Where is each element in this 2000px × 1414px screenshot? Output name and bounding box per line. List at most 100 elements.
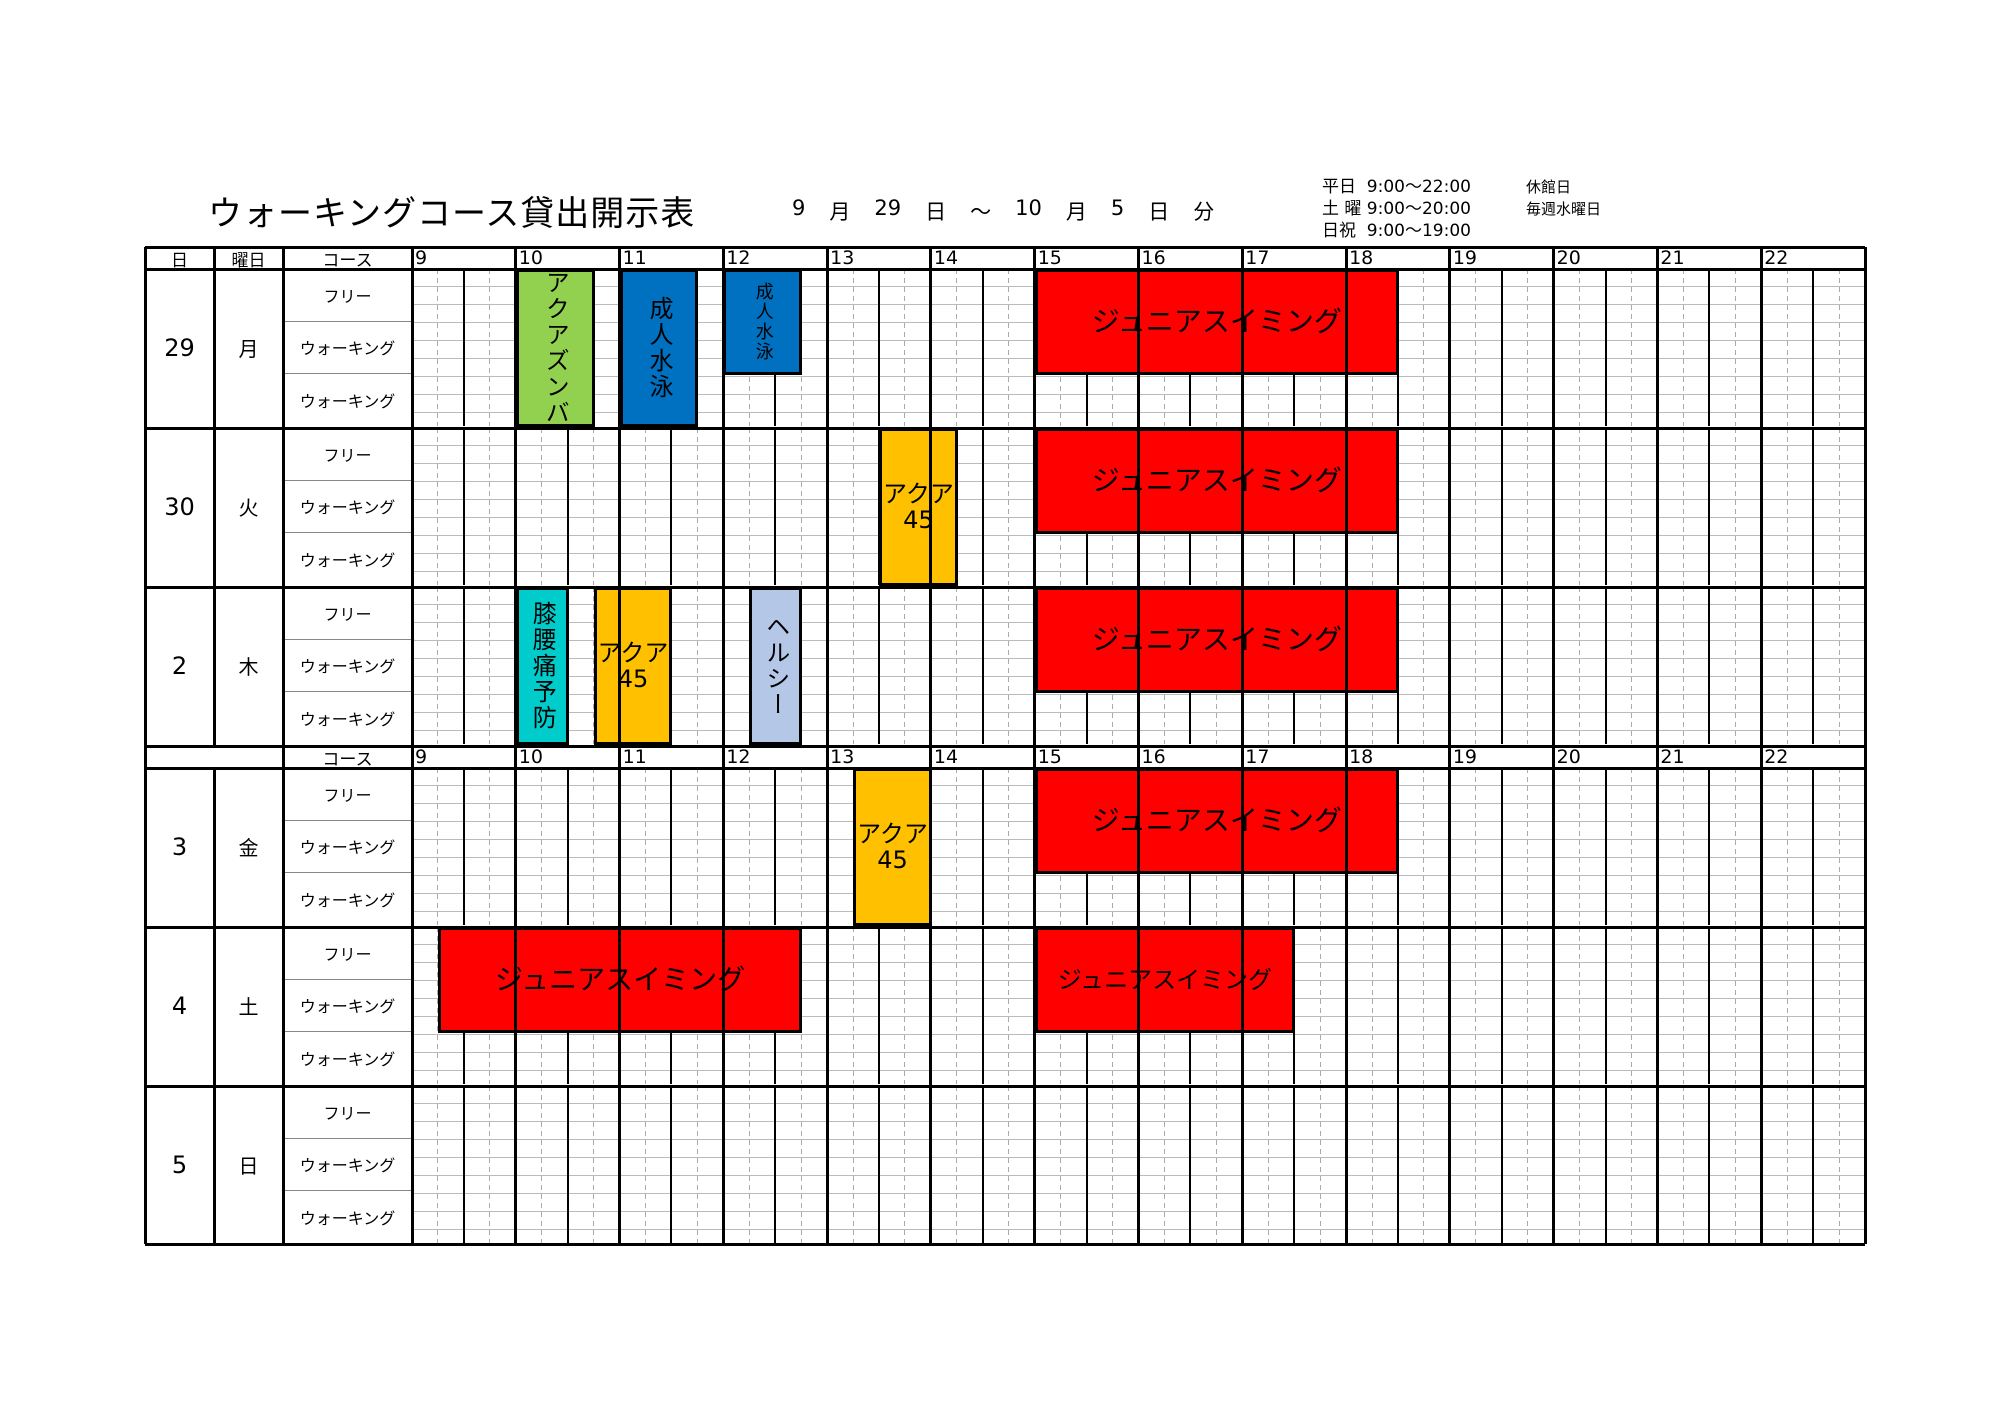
header-hour: 20	[1556, 247, 1581, 269]
weekday: 月	[238, 337, 259, 361]
grid-line	[1734, 1086, 1736, 1243]
grid-line	[593, 768, 595, 925]
grid-line	[774, 1086, 777, 1243]
grid-line	[437, 428, 439, 585]
grid-line	[981, 587, 984, 744]
grid-line	[1786, 768, 1788, 925]
grid-line	[1812, 768, 1815, 925]
event-block[interactable]: ジュニアスイミング	[1034, 927, 1296, 1033]
event-block[interactable]: アクア 45	[879, 428, 958, 586]
grid-line	[145, 744, 1865, 748]
grid-line	[1008, 768, 1010, 925]
grid-line	[1579, 768, 1581, 925]
course-label: ウォーキング	[299, 391, 396, 411]
event-block[interactable]: アクア 45	[593, 587, 673, 745]
header-hour: 19	[1452, 746, 1478, 768]
grid-line	[852, 428, 854, 585]
grid-line	[1267, 1086, 1269, 1243]
event-block[interactable]: ヘルシー	[749, 587, 803, 745]
grid-line	[1500, 587, 1503, 744]
course-label: ウォーキング	[299, 890, 396, 910]
grid-line	[283, 1031, 412, 1033]
header-hour: 11	[622, 746, 647, 768]
day-number: 30	[164, 492, 195, 521]
hours-weekday: 平日 9:00～22:00	[1322, 177, 1471, 197]
grid-line	[1033, 247, 1037, 1244]
grid-line	[541, 768, 543, 925]
event-label: アクア 45	[857, 820, 928, 874]
grid-line	[904, 587, 906, 744]
grid-line	[212, 247, 216, 746]
header-hour: 19	[1452, 247, 1478, 269]
grid-line	[410, 247, 414, 1244]
event-label: ジュニアスイミング	[1091, 304, 1342, 338]
grid-line	[1708, 768, 1711, 925]
grid-line	[1734, 269, 1736, 426]
grid-line	[283, 978, 412, 980]
grid-line	[143, 247, 147, 746]
event-block[interactable]: 膝腰痛予防	[515, 587, 569, 745]
course-label: ウォーキング	[299, 1208, 396, 1228]
grid-line	[212, 768, 216, 1244]
course-label: フリー	[323, 786, 372, 806]
event-label: 膝腰痛予防	[528, 601, 557, 731]
header-hour: 16	[1141, 746, 1166, 768]
grid-line	[437, 269, 439, 426]
grid-line	[645, 428, 647, 585]
grid-line	[283, 320, 412, 322]
grid-line	[145, 1242, 1865, 1246]
event-label: 成人水泳	[644, 296, 673, 400]
grid-line	[143, 768, 147, 1244]
grid-line	[1423, 269, 1425, 426]
header-hour: 13	[830, 247, 855, 269]
grid-line	[437, 1086, 439, 1243]
day-number: 5	[171, 1150, 188, 1179]
grid-line	[437, 768, 439, 925]
period-part: ～	[970, 200, 992, 224]
grid-line	[1682, 1086, 1684, 1243]
grid-line	[1475, 428, 1477, 585]
header-hour: 22	[1764, 247, 1789, 269]
closed-days: 休館日 毎週水曜日	[1526, 176, 1601, 220]
course-label: ウォーキング	[299, 498, 396, 518]
grid-line	[1371, 927, 1373, 1084]
period-range: 9 月 29 日 ～ 10 月 5 日 分	[792, 196, 1238, 226]
grid-line	[566, 768, 569, 925]
grid-line	[1475, 269, 1477, 426]
course-label: フリー	[323, 287, 372, 307]
course-label: ウォーキング	[299, 1049, 396, 1069]
course-label: ウォーキング	[299, 550, 396, 570]
event-block[interactable]: 成人水泳	[619, 269, 699, 427]
course-label: フリー	[323, 605, 372, 625]
course-label: ウォーキング	[299, 838, 396, 858]
header-hour: 17	[1245, 247, 1270, 269]
grid-line	[1682, 269, 1684, 426]
grid-line	[566, 428, 569, 585]
event-block[interactable]: アクアズンバ	[515, 269, 595, 427]
header-hour: 12	[726, 247, 751, 269]
grid-line	[1527, 1086, 1529, 1243]
period-part: 9	[792, 196, 806, 220]
grid-line	[462, 428, 465, 585]
grid-line	[1060, 1086, 1062, 1243]
grid-line	[1423, 587, 1425, 744]
header-hour: 12	[726, 746, 751, 768]
event-block[interactable]: 成人水泳	[723, 269, 803, 375]
page-title: ウォーキングコース貸出開示表	[208, 194, 696, 234]
grid-line	[956, 927, 958, 1084]
closed-value: 毎週水曜日	[1526, 200, 1602, 218]
event-label: ジュニアスイミング	[1057, 965, 1273, 994]
grid-line	[593, 428, 595, 585]
event-block[interactable]: アクア 45	[853, 768, 932, 926]
course-label: フリー	[323, 446, 372, 466]
grid-line	[670, 768, 673, 925]
grid-line	[489, 428, 491, 585]
event-block[interactable]: ジュニアスイミング	[1034, 587, 1399, 693]
event-block[interactable]: ジュニアスイミング	[1034, 428, 1399, 534]
period-part: 日	[925, 200, 947, 224]
grid-line	[825, 247, 829, 1244]
grid-line	[1008, 428, 1010, 585]
grid-line	[1008, 587, 1010, 744]
event-block[interactable]: ジュニアスイミング	[1034, 768, 1399, 874]
grid-line	[462, 768, 465, 925]
